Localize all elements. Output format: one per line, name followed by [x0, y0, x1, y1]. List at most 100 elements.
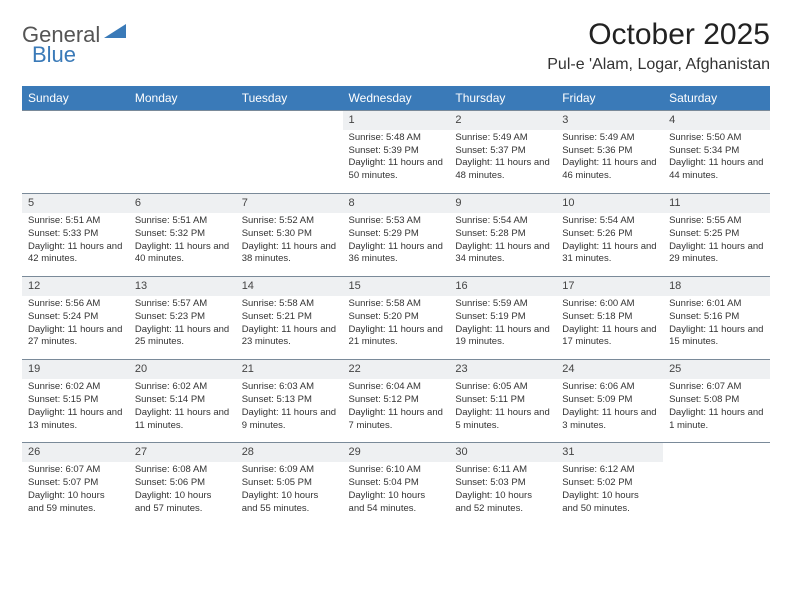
sunset-line: Sunset: 5:29 PM — [349, 228, 444, 241]
sunset-line: Sunset: 5:32 PM — [135, 228, 230, 241]
day-number-cell: 16 — [449, 277, 556, 296]
sunset-line: Sunset: 5:13 PM — [242, 394, 337, 407]
day-number-cell — [129, 111, 236, 130]
day-detail-cell — [236, 130, 343, 194]
day-header: Monday — [129, 86, 236, 111]
daylight-line: Daylight: 11 hours and 42 minutes. — [28, 241, 123, 267]
sunset-line: Sunset: 5:16 PM — [669, 311, 764, 324]
day-number-cell: 23 — [449, 360, 556, 379]
day-number-cell: 6 — [129, 194, 236, 213]
daynum-row: 1234 — [22, 111, 770, 130]
sunset-line: Sunset: 5:03 PM — [455, 477, 550, 490]
daylight-line: Daylight: 11 hours and 23 minutes. — [242, 324, 337, 350]
daylight-line: Daylight: 11 hours and 5 minutes. — [455, 407, 550, 433]
day-number-cell: 22 — [343, 360, 450, 379]
day-detail-cell: Sunrise: 5:53 AMSunset: 5:29 PMDaylight:… — [343, 213, 450, 277]
sunrise-line: Sunrise: 6:06 AM — [562, 381, 657, 394]
day-header: Tuesday — [236, 86, 343, 111]
day-detail-cell: Sunrise: 6:11 AMSunset: 5:03 PMDaylight:… — [449, 462, 556, 525]
sunrise-line: Sunrise: 5:56 AM — [28, 298, 123, 311]
day-detail-cell — [22, 130, 129, 194]
sunset-line: Sunset: 5:28 PM — [455, 228, 550, 241]
sunset-line: Sunset: 5:19 PM — [455, 311, 550, 324]
sunset-line: Sunset: 5:15 PM — [28, 394, 123, 407]
day-header-row: SundayMondayTuesdayWednesdayThursdayFrid… — [22, 86, 770, 111]
day-number-cell — [663, 443, 770, 462]
day-detail-cell — [129, 130, 236, 194]
sunset-line: Sunset: 5:18 PM — [562, 311, 657, 324]
day-header: Sunday — [22, 86, 129, 111]
sunrise-line: Sunrise: 5:57 AM — [135, 298, 230, 311]
sunset-line: Sunset: 5:09 PM — [562, 394, 657, 407]
day-number-cell: 21 — [236, 360, 343, 379]
day-number-cell: 26 — [22, 443, 129, 462]
daylight-line: Daylight: 11 hours and 48 minutes. — [455, 157, 550, 183]
sunrise-line: Sunrise: 5:54 AM — [562, 215, 657, 228]
day-number-cell — [236, 111, 343, 130]
sunrise-line: Sunrise: 6:08 AM — [135, 464, 230, 477]
day-detail-cell: Sunrise: 5:58 AMSunset: 5:20 PMDaylight:… — [343, 296, 450, 360]
day-detail-cell: Sunrise: 6:04 AMSunset: 5:12 PMDaylight:… — [343, 379, 450, 443]
sunset-line: Sunset: 5:20 PM — [349, 311, 444, 324]
sunrise-line: Sunrise: 5:49 AM — [562, 132, 657, 145]
sunset-line: Sunset: 5:23 PM — [135, 311, 230, 324]
day-detail-cell: Sunrise: 5:51 AMSunset: 5:32 PMDaylight:… — [129, 213, 236, 277]
day-number-cell: 29 — [343, 443, 450, 462]
day-detail-cell: Sunrise: 6:07 AMSunset: 5:08 PMDaylight:… — [663, 379, 770, 443]
detail-row: Sunrise: 5:56 AMSunset: 5:24 PMDaylight:… — [22, 296, 770, 360]
day-detail-cell: Sunrise: 6:03 AMSunset: 5:13 PMDaylight:… — [236, 379, 343, 443]
sunset-line: Sunset: 5:02 PM — [562, 477, 657, 490]
day-number-cell: 11 — [663, 194, 770, 213]
sunset-line: Sunset: 5:24 PM — [28, 311, 123, 324]
daynum-row: 262728293031 — [22, 443, 770, 462]
page-title: October 2025 — [547, 18, 770, 52]
detail-row: Sunrise: 6:02 AMSunset: 5:15 PMDaylight:… — [22, 379, 770, 443]
daylight-line: Daylight: 11 hours and 36 minutes. — [349, 241, 444, 267]
sunrise-line: Sunrise: 5:54 AM — [455, 215, 550, 228]
day-detail-cell: Sunrise: 6:09 AMSunset: 5:05 PMDaylight:… — [236, 462, 343, 525]
sunrise-line: Sunrise: 6:09 AM — [242, 464, 337, 477]
day-detail-cell: Sunrise: 6:10 AMSunset: 5:04 PMDaylight:… — [343, 462, 450, 525]
sunset-line: Sunset: 5:11 PM — [455, 394, 550, 407]
daylight-line: Daylight: 10 hours and 57 minutes. — [135, 490, 230, 516]
sunset-line: Sunset: 5:07 PM — [28, 477, 123, 490]
daylight-line: Daylight: 11 hours and 9 minutes. — [242, 407, 337, 433]
sunrise-line: Sunrise: 5:55 AM — [669, 215, 764, 228]
day-number-cell: 8 — [343, 194, 450, 213]
daylight-line: Daylight: 11 hours and 25 minutes. — [135, 324, 230, 350]
sunset-line: Sunset: 5:39 PM — [349, 145, 444, 158]
day-header: Saturday — [663, 86, 770, 111]
sunset-line: Sunset: 5:21 PM — [242, 311, 337, 324]
sunrise-line: Sunrise: 5:51 AM — [135, 215, 230, 228]
day-detail-cell: Sunrise: 5:54 AMSunset: 5:26 PMDaylight:… — [556, 213, 663, 277]
day-number-cell: 13 — [129, 277, 236, 296]
sunrise-line: Sunrise: 5:58 AM — [242, 298, 337, 311]
sunset-line: Sunset: 5:26 PM — [562, 228, 657, 241]
day-detail-cell: Sunrise: 5:52 AMSunset: 5:30 PMDaylight:… — [236, 213, 343, 277]
daylight-line: Daylight: 11 hours and 44 minutes. — [669, 157, 764, 183]
sunrise-line: Sunrise: 5:52 AM — [242, 215, 337, 228]
day-number-cell: 10 — [556, 194, 663, 213]
daylight-line: Daylight: 11 hours and 15 minutes. — [669, 324, 764, 350]
sunset-line: Sunset: 5:05 PM — [242, 477, 337, 490]
daylight-line: Daylight: 11 hours and 40 minutes. — [135, 241, 230, 267]
sunrise-line: Sunrise: 6:10 AM — [349, 464, 444, 477]
daylight-line: Daylight: 10 hours and 55 minutes. — [242, 490, 337, 516]
day-detail-cell: Sunrise: 5:59 AMSunset: 5:19 PMDaylight:… — [449, 296, 556, 360]
daylight-line: Daylight: 11 hours and 31 minutes. — [562, 241, 657, 267]
daylight-line: Daylight: 11 hours and 46 minutes. — [562, 157, 657, 183]
day-detail-cell: Sunrise: 6:07 AMSunset: 5:07 PMDaylight:… — [22, 462, 129, 525]
daylight-line: Daylight: 10 hours and 54 minutes. — [349, 490, 444, 516]
day-number-cell: 7 — [236, 194, 343, 213]
day-detail-cell: Sunrise: 5:49 AMSunset: 5:37 PMDaylight:… — [449, 130, 556, 194]
logo-sub: Blue — [32, 42, 76, 68]
day-number-cell: 18 — [663, 277, 770, 296]
daylight-line: Daylight: 11 hours and 27 minutes. — [28, 324, 123, 350]
daylight-line: Daylight: 11 hours and 29 minutes. — [669, 241, 764, 267]
sunset-line: Sunset: 5:04 PM — [349, 477, 444, 490]
detail-row: Sunrise: 5:51 AMSunset: 5:33 PMDaylight:… — [22, 213, 770, 277]
day-detail-cell: Sunrise: 6:05 AMSunset: 5:11 PMDaylight:… — [449, 379, 556, 443]
day-header: Friday — [556, 86, 663, 111]
daylight-line: Daylight: 11 hours and 1 minute. — [669, 407, 764, 433]
logo-triangle-icon — [104, 24, 126, 47]
